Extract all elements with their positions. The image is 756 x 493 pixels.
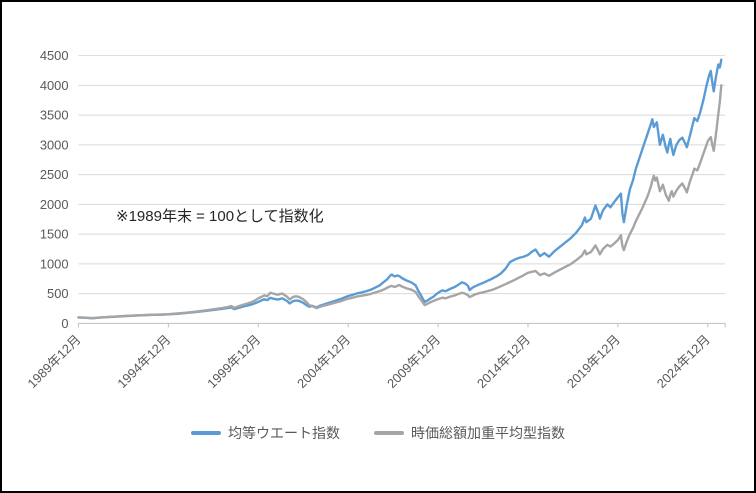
y-axis-label: 2500 <box>40 167 69 182</box>
y-axis-label: 4500 <box>40 48 69 63</box>
x-axis-label: 1994年12月 <box>114 332 173 391</box>
x-axis-label: 2019年12月 <box>564 332 623 391</box>
legend-line-icon-gray <box>374 431 404 435</box>
chart-annotation: ※1989年末 = 100として指数化 <box>116 208 324 225</box>
series-line-0 <box>77 58 723 320</box>
x-axis-label: 2004年12月 <box>294 332 353 391</box>
legend: 均等ウエート指数 時価総額加重平均型指数 <box>2 423 754 443</box>
legend-label-cap-weighted: 時価総額加重平均型指数 <box>411 425 565 441</box>
x-axis-label: 1989年12月 <box>24 332 83 391</box>
y-axis-label: 4000 <box>40 78 69 93</box>
y-axis-label: 0 <box>61 316 68 331</box>
legend-label-equal-weight: 均等ウエート指数 <box>228 425 340 441</box>
x-axis-label: 2024年12月 <box>654 332 713 391</box>
y-axis-label: 2000 <box>40 197 69 212</box>
x-axis-label: 2014年12月 <box>474 332 533 391</box>
y-axis-label: 3500 <box>40 108 69 123</box>
legend-item-cap-weighted: 時価総額加重平均型指数 <box>374 423 565 443</box>
legend-line-icon-blue <box>191 431 221 435</box>
legend-item-equal-weight: 均等ウエート指数 <box>191 423 340 443</box>
y-axis-label: 500 <box>47 286 68 301</box>
y-axis-label: 1500 <box>40 227 69 242</box>
x-axis-label: 2009年12月 <box>384 332 443 391</box>
series-line-1 <box>77 84 723 320</box>
y-axis-label: 3000 <box>40 137 69 152</box>
x-axis-label: 1999年12月 <box>204 332 263 391</box>
y-axis-label: 1000 <box>40 256 69 271</box>
